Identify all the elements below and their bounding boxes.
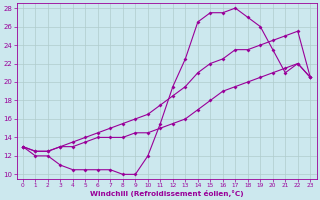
X-axis label: Windchill (Refroidissement éolien,°C): Windchill (Refroidissement éolien,°C) [90,190,244,197]
